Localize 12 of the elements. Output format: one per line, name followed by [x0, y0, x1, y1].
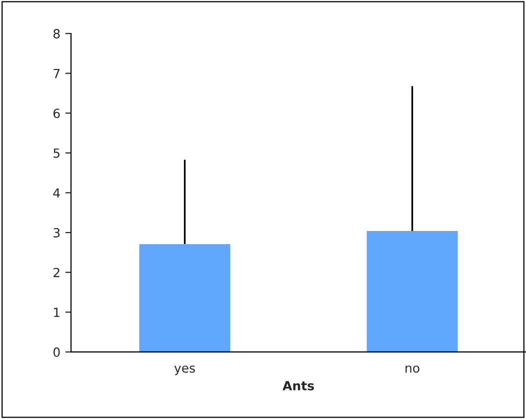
x-tick-label: yes — [174, 366, 195, 376]
y-tick-label: 7 — [54, 68, 60, 78]
y-tick-label: 0 — [53, 347, 60, 357]
y-tick-label: 5 — [54, 148, 60, 158]
y-tick-label: 2 — [54, 268, 60, 278]
y-tick-label: 4 — [53, 188, 60, 198]
y-tick-label: 1 — [54, 308, 60, 317]
y-tick-label: 8 — [53, 28, 60, 38]
y-tick-label: 6 — [54, 108, 60, 118]
x-tick-label: no — [406, 366, 420, 373]
x-axis-title: Ants — [282, 381, 314, 390]
y-tick-label: 3 — [54, 228, 60, 238]
